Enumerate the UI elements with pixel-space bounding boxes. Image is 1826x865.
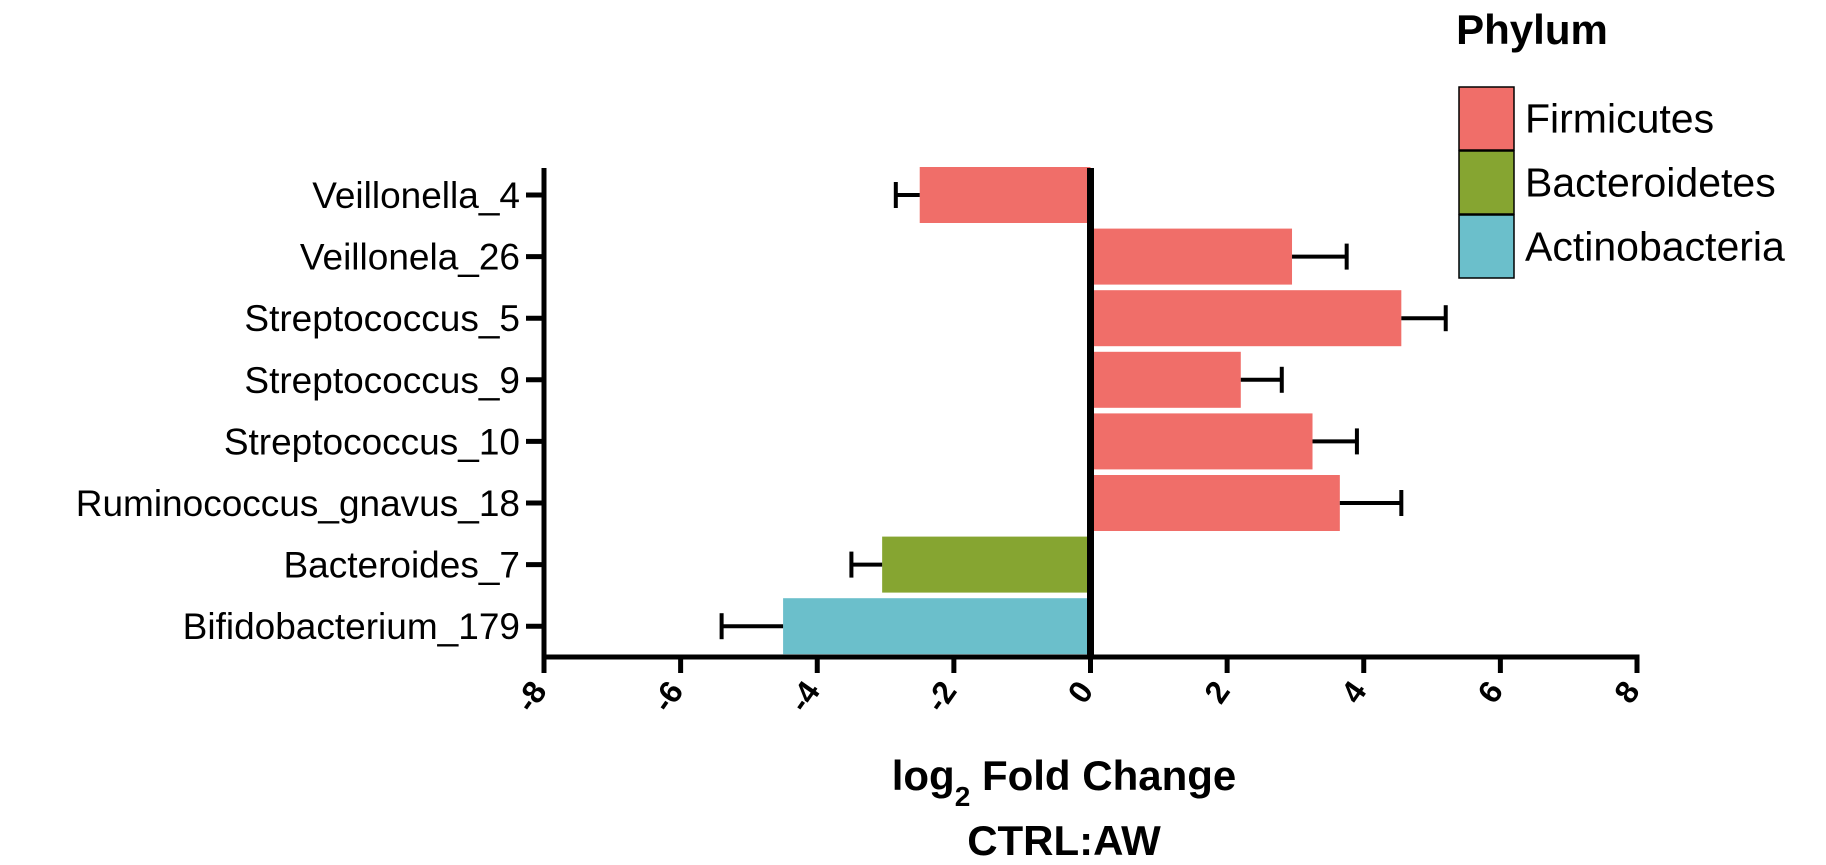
error-bars-layer xyxy=(719,182,1448,640)
legend-label-Bacteroidetes: Bacteroidetes xyxy=(1525,160,1776,206)
bar-Ruminococcus_gnavus_18 xyxy=(1090,475,1340,531)
x-tick-label: 2 xyxy=(1197,674,1237,709)
legend-title: Phylum xyxy=(1456,6,1608,53)
bars-layer xyxy=(783,167,1402,655)
bar-Veillonella_4 xyxy=(919,167,1091,223)
legend-label-Actinobacteria: Actinobacteria xyxy=(1525,224,1785,270)
error-bar-Streptococcus_5 xyxy=(1401,305,1448,332)
x-tick-label: 4 xyxy=(1334,674,1374,709)
bar-Bifidobacterium_179 xyxy=(783,598,1091,655)
legend-swatch-Actinobacteria xyxy=(1458,214,1515,279)
bar-Bacteroides_7 xyxy=(882,536,1091,593)
error-bar-Bacteroides_7 xyxy=(849,551,883,578)
category-label-Bacteroides_7: Bacteroides_7 xyxy=(283,545,520,586)
legend-swatch-Firmicutes xyxy=(1458,86,1515,151)
x-axis-title: log2 Fold Change xyxy=(892,752,1237,812)
category-label-Bifidobacterium_179: Bifidobacterium_179 xyxy=(183,606,520,647)
bar-Streptococcus_9 xyxy=(1090,351,1241,408)
legend-swatch-Bacteroidetes xyxy=(1458,150,1515,215)
x-tick-label: 8 xyxy=(1607,674,1647,709)
category-label-Ruminococcus_gnavus_18: Ruminococcus_gnavus_18 xyxy=(76,483,520,524)
category-label-Veillonella_4: Veillonella_4 xyxy=(312,175,520,216)
legend: Phylum Firmicutes Bacteroidetes Actinobacte… xyxy=(1456,6,1785,279)
x-axis-title-subscript: 2 xyxy=(955,781,971,812)
x-tick-label: -8 xyxy=(508,674,554,718)
x-tick-label: 0 xyxy=(1061,674,1101,709)
category-label-Veillonela_26: Veillonela_26 xyxy=(300,237,520,278)
category-label-Streptococcus_5: Streptococcus_5 xyxy=(244,298,520,339)
axes-layer xyxy=(526,168,1640,673)
bar-Veillonela_26 xyxy=(1090,228,1293,285)
bar-Streptococcus_5 xyxy=(1090,290,1402,347)
x-tick-label: -2 xyxy=(918,674,964,718)
error-bar-Veillonella_4 xyxy=(893,182,920,208)
error-bar-Streptococcus_9 xyxy=(1240,366,1284,393)
error-bar-Streptococcus_10 xyxy=(1312,428,1359,455)
error-bar-Veillonela_26 xyxy=(1292,243,1349,270)
error-bar-Ruminococcus_gnavus_18 xyxy=(1339,490,1404,516)
error-bar-Bifidobacterium_179 xyxy=(719,613,784,640)
x-tick-label: -4 xyxy=(781,674,827,718)
legend-label-Firmicutes: Firmicutes xyxy=(1525,96,1714,142)
category-label-Streptococcus_9: Streptococcus_9 xyxy=(244,360,520,401)
x-tick-label: 6 xyxy=(1470,674,1510,709)
bar-Streptococcus_10 xyxy=(1090,413,1313,470)
category-label-Streptococcus_10: Streptococcus_10 xyxy=(224,421,520,462)
x-tick-label: -6 xyxy=(645,674,691,718)
x-axis-subtitle: CTRL:AW xyxy=(967,817,1161,864)
